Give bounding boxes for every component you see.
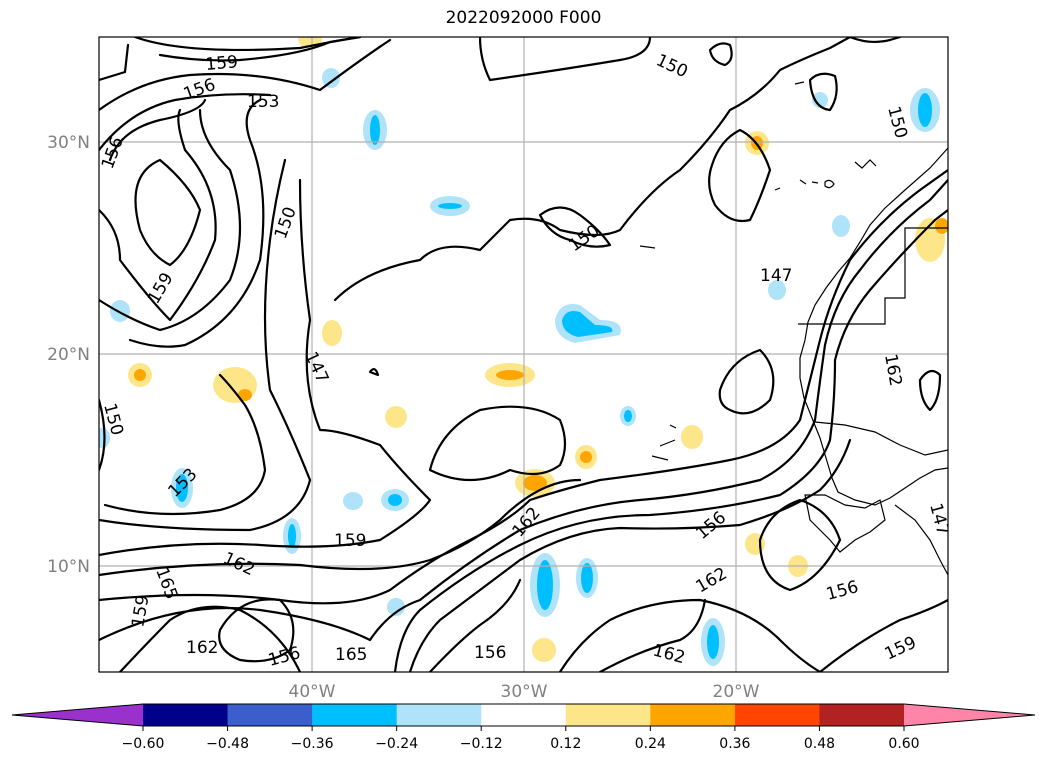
colorbar-tick-label: 0.24 <box>635 736 666 752</box>
map-panel: 159 156 153 150 156 150 150 159 150 147 … <box>99 37 948 672</box>
shade-patch <box>385 406 407 428</box>
colorbar-extension-high <box>904 704 1035 726</box>
shade-patch <box>532 638 556 662</box>
map-frame <box>98 36 949 673</box>
shade-patch <box>388 494 402 506</box>
shade-patch <box>387 598 405 616</box>
contour-label: 159 <box>205 52 239 75</box>
contour-label: 165 <box>335 645 367 665</box>
longitude-labels: 40°W 30°W 20°W <box>289 682 760 702</box>
shade-patch <box>918 93 932 127</box>
shade-patch <box>343 492 363 510</box>
colorbar-segment <box>565 704 651 726</box>
shade-patch <box>580 451 592 463</box>
colorbar-extension-low <box>12 704 143 726</box>
shade-patch <box>322 320 342 346</box>
shade-patch <box>238 389 252 401</box>
colorbar-tick-label: 0.12 <box>550 736 581 752</box>
colorbar-segment <box>481 704 567 726</box>
lat-label: 30°N <box>47 133 90 153</box>
shade-patch <box>537 560 553 610</box>
shade-patch <box>496 370 524 380</box>
lon-label: 30°W <box>501 682 548 702</box>
shade-patch <box>134 369 146 381</box>
shade-patch <box>110 300 130 322</box>
colorbar-segment <box>396 704 482 726</box>
contour-label: 162 <box>186 638 218 658</box>
shade-patch <box>681 425 703 449</box>
shade-patch <box>832 215 850 237</box>
colorbar-tick-label: 0.60 <box>888 736 919 752</box>
shade-patch <box>562 311 613 337</box>
shade-patch <box>523 475 547 491</box>
shade-patch <box>768 280 786 300</box>
lon-label: 20°W <box>713 682 760 702</box>
coastline <box>639 81 948 576</box>
colorbar-tick-label: −0.24 <box>375 736 418 752</box>
colorbar-tick-label: −0.60 <box>122 736 165 752</box>
colorbar-segment <box>312 704 398 726</box>
lat-label: 20°N <box>47 345 90 365</box>
colorbar-segment <box>734 704 820 726</box>
colorbar-segment <box>143 704 229 726</box>
colorbar-segment <box>819 704 905 726</box>
shade-patch <box>288 524 296 548</box>
shade-patch <box>438 203 462 209</box>
colorbar-tick-label: 0.36 <box>719 736 750 752</box>
colorbar-tick-label: 0.48 <box>804 736 835 752</box>
map-title: 2022092000 F000 <box>445 8 602 28</box>
colorbar-segment <box>227 704 313 726</box>
colorbar-segment <box>650 704 736 726</box>
shade-patch <box>935 218 948 234</box>
shading-layer <box>99 37 948 666</box>
contour-label: 159 <box>334 531 366 551</box>
colorbar: −0.60 −0.48 −0.36 −0.24 −0.12 0.12 0.24 0.36 0.4… <box>11 703 1036 752</box>
shade-patch <box>581 563 593 593</box>
shade-patch <box>322 68 340 88</box>
shade-patch <box>370 115 380 145</box>
shade-patch <box>624 410 632 422</box>
shade-patch <box>707 625 719 659</box>
colorbar-tick-label: −0.12 <box>460 736 503 752</box>
latitude-labels: 30°N 20°N 10°N <box>47 133 90 577</box>
contour-label: 147 <box>760 266 792 286</box>
contour-label: 156 <box>474 643 506 663</box>
contour-lines <box>99 37 948 672</box>
colorbar-tick-label: −0.36 <box>291 736 334 752</box>
shade-patch <box>176 474 188 502</box>
contour-label: 153 <box>247 92 279 112</box>
lon-label: 40°W <box>289 682 336 702</box>
lat-label: 10°N <box>47 557 90 577</box>
shade-patch <box>812 92 828 108</box>
colorbar-tick-label: −0.48 <box>206 736 249 752</box>
